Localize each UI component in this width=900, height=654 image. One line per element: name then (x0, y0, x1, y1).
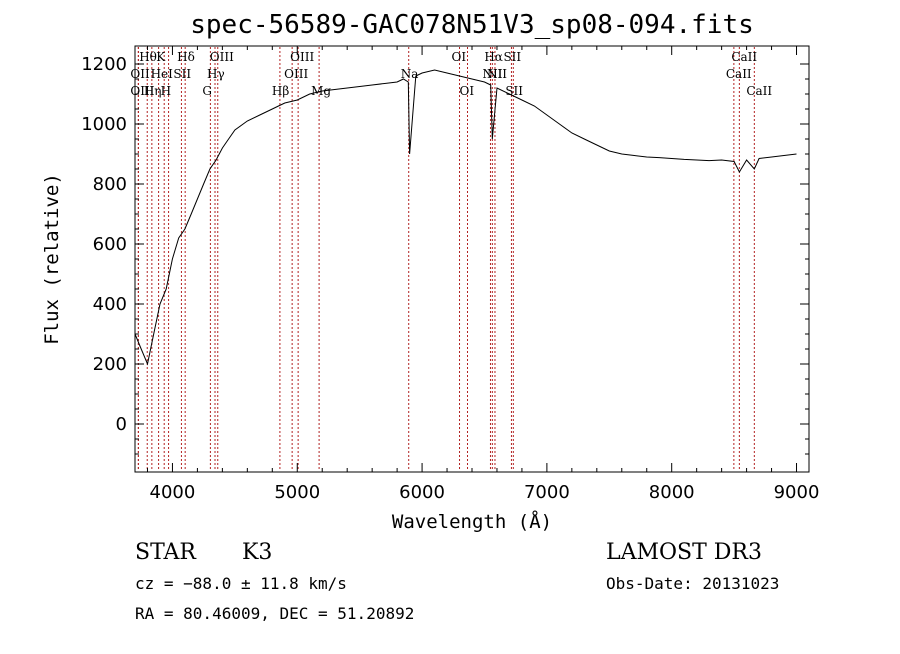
spectral-line-label: OII (130, 67, 150, 81)
object-subclass: K3 (242, 540, 272, 565)
survey-name: LAMOST DR3 (606, 540, 762, 565)
spectral-line-label: CaII (731, 50, 757, 64)
spectral-line-label: CaII (746, 84, 772, 98)
x-tick-label: 4000 (150, 482, 196, 503)
spectral-line-label: SII (503, 50, 521, 64)
object-class: STAR (135, 540, 197, 565)
x-tick-label: 5000 (274, 482, 320, 503)
spectral-line-label: SII (173, 67, 191, 81)
spectral-line-label: HeI (151, 67, 174, 81)
spectral-line-label: CaII (726, 67, 752, 81)
x-axis-label: Wavelength (Å) (392, 510, 552, 533)
y-tick-label: 0 (116, 414, 127, 435)
y-tick-label: 200 (93, 354, 127, 375)
spectral-line-label: Hγ (207, 67, 225, 81)
spectral-line-label: OIII (210, 50, 234, 64)
redshift-readout: cz = −88.0 ± 11.8 km/s (135, 574, 347, 593)
spectral-line-label: OI (460, 84, 475, 98)
spectral-line-label: Hη (144, 84, 162, 98)
spectral-line-label: OIII (290, 50, 314, 64)
spectral-line-label: OI (452, 50, 467, 64)
plot-frame (134, 45, 810, 473)
spectral-line-label: H (161, 84, 171, 98)
x-tick-label: 9000 (774, 482, 820, 503)
x-axis-ticks: 4000 5000 6000 7000 8000 9000 (146, 46, 820, 503)
y-tick-label: 1000 (81, 114, 127, 135)
spectral-line-label: Hθ (139, 50, 157, 64)
coordinates-readout: RA = 80.46009, DEC = 51.20892 (135, 604, 414, 623)
y-tick-label: 800 (93, 174, 127, 195)
spectral-line-label: NII (487, 67, 507, 81)
y-tick-label: 400 (93, 294, 127, 315)
y-axis-label: Flux (relative) (41, 173, 63, 345)
chart-title: spec-56589-GAC078N51V3_sp08-094.fits (190, 10, 754, 40)
spectral-line-markers (137, 47, 755, 471)
x-tick-label: 6000 (399, 482, 445, 503)
spectral-line-label: K (156, 50, 166, 64)
spectral-line-label: NII (482, 67, 502, 81)
spectral-line-label: Na (401, 67, 419, 81)
x-tick-label: 7000 (524, 482, 570, 503)
spectral-line-label: Hβ (272, 84, 289, 98)
spectral-line-label: Hα (484, 50, 503, 64)
y-tick-label: 1200 (81, 54, 127, 75)
spectral-line-label: G (202, 84, 212, 98)
spectrum-line (134, 69, 797, 366)
spectral-line-label: Hδ (177, 50, 195, 64)
y-tick-label: 600 (93, 234, 127, 255)
observation-date: Obs-Date: 20131023 (606, 574, 779, 593)
spectral-line-label: OIII (284, 67, 308, 81)
spectrum-series (134, 69, 797, 366)
y-axis-ticks: 0 200 400 600 800 1000 1200 (81, 54, 809, 455)
x-tick-label: 8000 (649, 482, 695, 503)
